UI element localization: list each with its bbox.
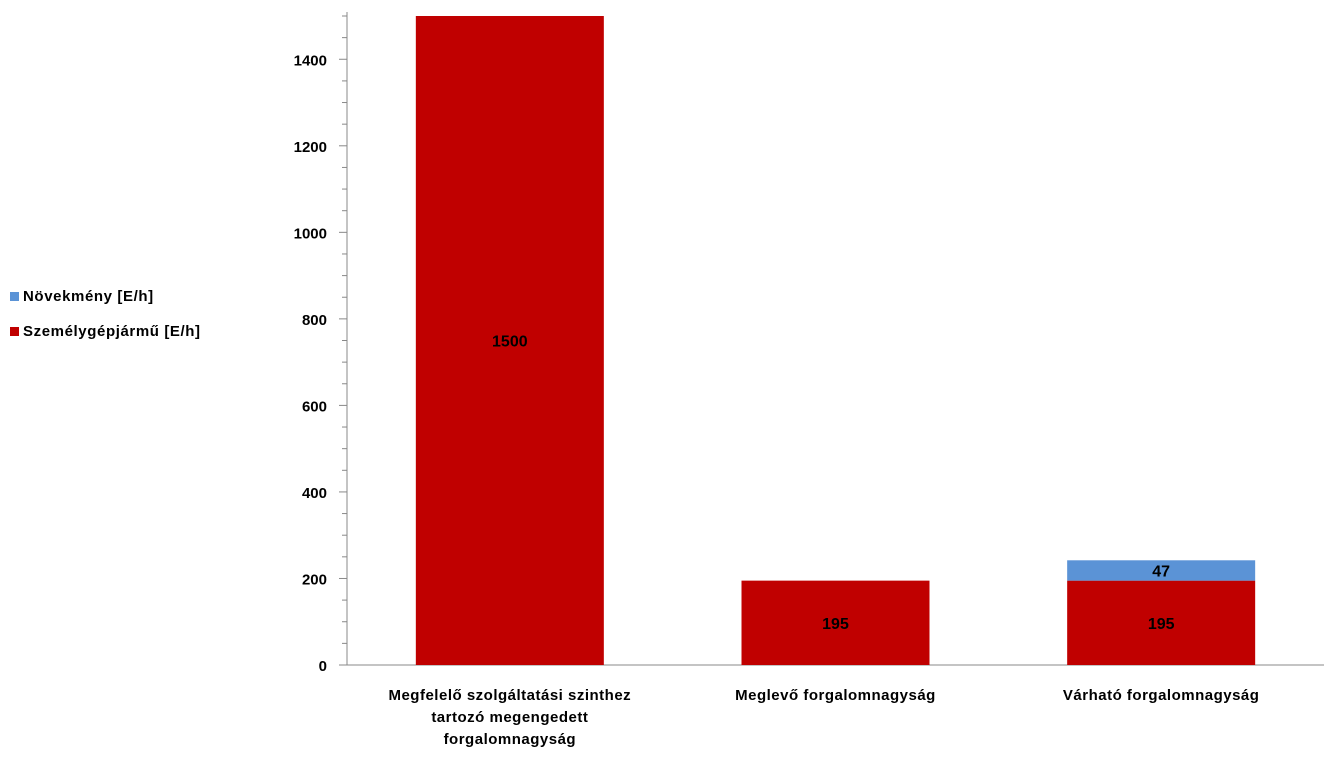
bar-szemelygepjarmu (415, 16, 604, 665)
bar-szemelygepjarmu (741, 580, 930, 665)
x-category-label: Várható forgalomnagyság (1063, 687, 1260, 704)
x-category-label: tartozó megengedett (431, 709, 588, 726)
legend-item-novekmeny: Növekmény [E/h] (10, 285, 201, 307)
data-label: 195 (822, 616, 849, 633)
legend-label-szemelygepjarmu: Személygépjármű [E/h] (23, 322, 201, 340)
y-tick-label: 800 (302, 312, 327, 329)
legend-swatch-szemelygepjarmu (10, 326, 19, 336)
data-label: 1500 (492, 334, 528, 351)
legend-swatch-novekmeny (10, 291, 19, 301)
legend: Növekmény [E/h] Személygépjármű [E/h] (10, 285, 201, 355)
y-tick-label: 200 (302, 571, 327, 588)
y-tick-label: 1000 (294, 225, 327, 242)
x-category-label: Megfelelő szolgáltatási szinthez (388, 687, 631, 704)
data-label: 195 (1148, 616, 1175, 633)
x-category-label: forgalomnagyság (444, 731, 577, 748)
legend-label-novekmeny: Növekmény [E/h] (23, 287, 154, 305)
y-tick-label: 600 (302, 398, 327, 415)
data-label: 47 (1152, 563, 1170, 580)
y-tick-label: 1400 (294, 52, 327, 69)
y-tick-label: 0 (319, 658, 327, 675)
legend-item-szemelygepjarmu: Személygépjármű [E/h] (10, 320, 201, 342)
bar-szemelygepjarmu (1067, 580, 1256, 665)
y-tick-label: 400 (302, 485, 327, 502)
x-category-label: Meglevő forgalomnagyság (735, 687, 936, 704)
bar-novekmeny (1067, 560, 1256, 581)
y-tick-label: 1200 (294, 139, 327, 156)
